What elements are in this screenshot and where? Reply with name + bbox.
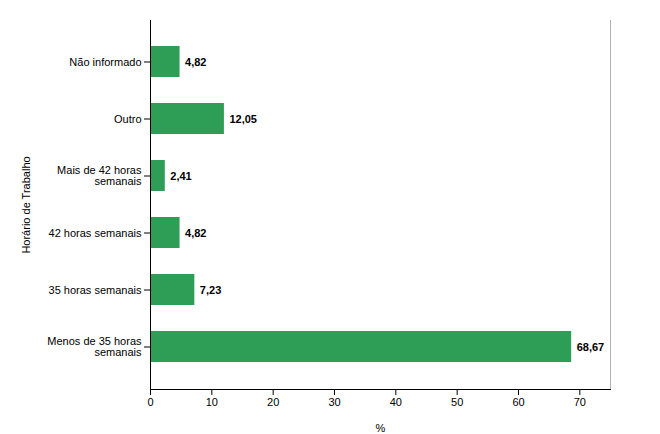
svg-text:70: 70 [574,396,586,408]
svg-text:0: 0 [147,396,153,408]
svg-text:Menos de 35 horassemanais: Menos de 35 horassemanais [47,335,142,358]
svg-text:Não informado: Não informado [69,56,141,68]
svg-text:Mais de 42 horassemanais: Mais de 42 horassemanais [57,164,142,187]
svg-text:12,05: 12,05 [229,113,257,125]
svg-text:%: % [376,422,386,434]
svg-text:Horário de Trabalho: Horário de Trabalho [20,156,32,253]
svg-text:30: 30 [328,396,340,408]
svg-text:60: 60 [512,396,524,408]
svg-text:10: 10 [206,396,218,408]
svg-text:Outro: Outro [114,113,142,125]
svg-text:35 horas semanais: 35 horas semanais [49,284,142,296]
svg-text:42 horas semanais: 42 horas semanais [49,227,142,239]
svg-text:50: 50 [451,396,463,408]
svg-text:4,82: 4,82 [185,227,206,239]
svg-text:68,67: 68,67 [577,341,605,353]
svg-text:20: 20 [267,396,279,408]
svg-text:40: 40 [390,396,402,408]
svg-text:4,82: 4,82 [185,56,206,68]
svg-text:2,41: 2,41 [170,170,191,182]
svg-text:7,23: 7,23 [200,284,221,296]
